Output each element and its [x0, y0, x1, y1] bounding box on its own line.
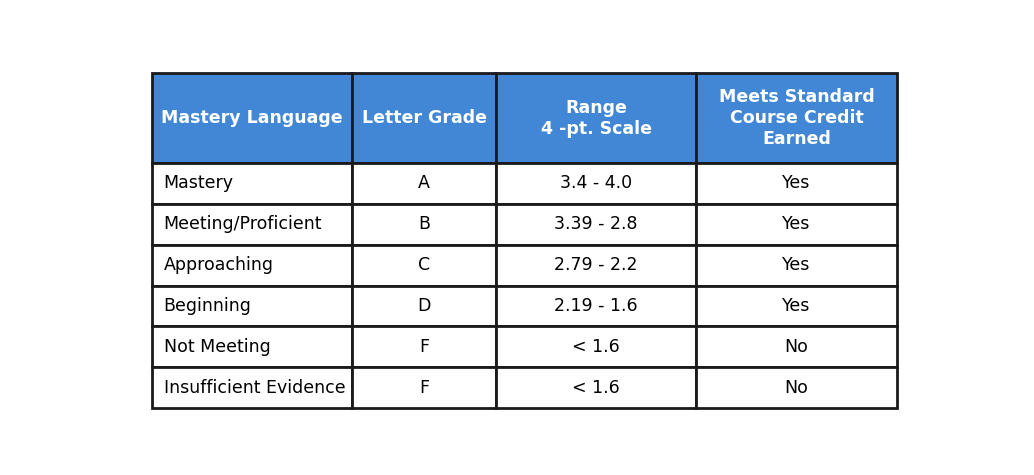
Bar	[496, 245, 696, 285]
Text: Not Meeting: Not Meeting	[163, 338, 271, 356]
Text: 2.79 - 2.2: 2.79 - 2.2	[554, 256, 638, 274]
Bar	[152, 163, 353, 204]
Bar	[496, 163, 696, 204]
Text: A: A	[418, 174, 430, 192]
Text: Yes: Yes	[783, 174, 811, 192]
Bar	[696, 367, 896, 408]
Text: Yes: Yes	[783, 297, 811, 315]
Bar	[152, 285, 353, 326]
Bar	[152, 204, 353, 245]
Bar	[353, 163, 496, 204]
Text: D: D	[418, 297, 431, 315]
Text: Mastery Language: Mastery Language	[161, 109, 342, 127]
Bar	[353, 326, 496, 367]
Bar	[496, 326, 696, 367]
Text: 2.19 - 1.6: 2.19 - 1.6	[554, 297, 638, 315]
Text: No: No	[785, 338, 809, 356]
Bar	[696, 326, 896, 367]
Text: 3.4 - 4.0: 3.4 - 4.0	[560, 174, 632, 192]
Text: B: B	[418, 215, 430, 233]
Text: Meeting/Proficient: Meeting/Proficient	[163, 215, 323, 233]
Text: Approaching: Approaching	[163, 256, 274, 274]
Bar	[152, 367, 353, 408]
Bar	[353, 245, 496, 285]
Text: No: No	[785, 379, 809, 397]
Bar	[696, 245, 896, 285]
Bar	[696, 285, 896, 326]
Text: Letter Grade: Letter Grade	[362, 109, 487, 127]
Bar	[353, 285, 496, 326]
Bar	[496, 367, 696, 408]
Bar	[696, 204, 896, 245]
Bar	[696, 74, 896, 163]
Text: F: F	[419, 338, 429, 356]
Bar	[353, 367, 496, 408]
Text: Beginning: Beginning	[163, 297, 251, 315]
Text: Insufficient Evidence: Insufficient Evidence	[163, 379, 345, 397]
Text: Meets Standard
Course Credit
Earned: Meets Standard Course Credit Earned	[719, 88, 875, 148]
Bar	[496, 74, 696, 163]
Bar	[152, 74, 353, 163]
Bar	[353, 74, 496, 163]
Bar	[696, 163, 896, 204]
Text: < 1.6: < 1.6	[572, 379, 620, 397]
Text: < 1.6: < 1.6	[572, 338, 620, 356]
Text: Yes: Yes	[783, 256, 811, 274]
Text: F: F	[419, 379, 429, 397]
Text: Range
4 -pt. Scale: Range 4 -pt. Scale	[541, 99, 651, 138]
Text: C: C	[418, 256, 430, 274]
Bar	[152, 326, 353, 367]
Text: Mastery: Mastery	[163, 174, 234, 192]
Bar	[496, 285, 696, 326]
Bar	[353, 204, 496, 245]
Text: Yes: Yes	[783, 215, 811, 233]
Bar	[496, 204, 696, 245]
Text: 3.39 - 2.8: 3.39 - 2.8	[554, 215, 638, 233]
Bar	[152, 245, 353, 285]
